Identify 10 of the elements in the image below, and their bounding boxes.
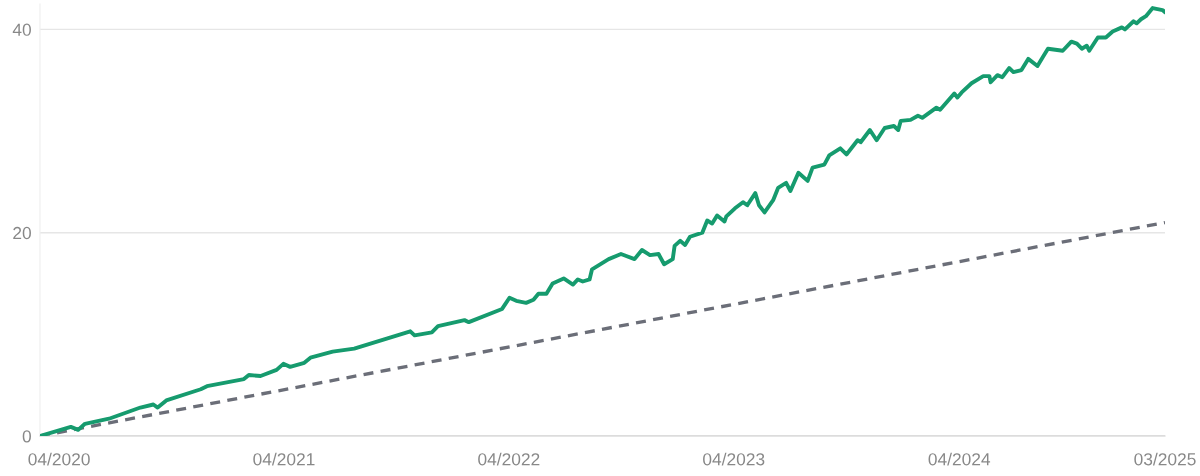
x-tick-label: 04/2020 — [28, 452, 90, 466]
y-tick-label: 0 — [22, 430, 31, 443]
line-series — [40, 6, 1165, 436]
x-tick-label: 04/2024 — [928, 452, 991, 466]
x-tick-label: 03/2025 — [1134, 452, 1196, 466]
y-tick-label: 20 — [13, 226, 31, 240]
x-tick-label: 04/2022 — [478, 452, 540, 466]
y-tick-label: 40 — [12, 23, 31, 36]
x-tick-label: 04/2021 — [253, 452, 315, 466]
x-tick-label: 04/2023 — [703, 452, 765, 466]
